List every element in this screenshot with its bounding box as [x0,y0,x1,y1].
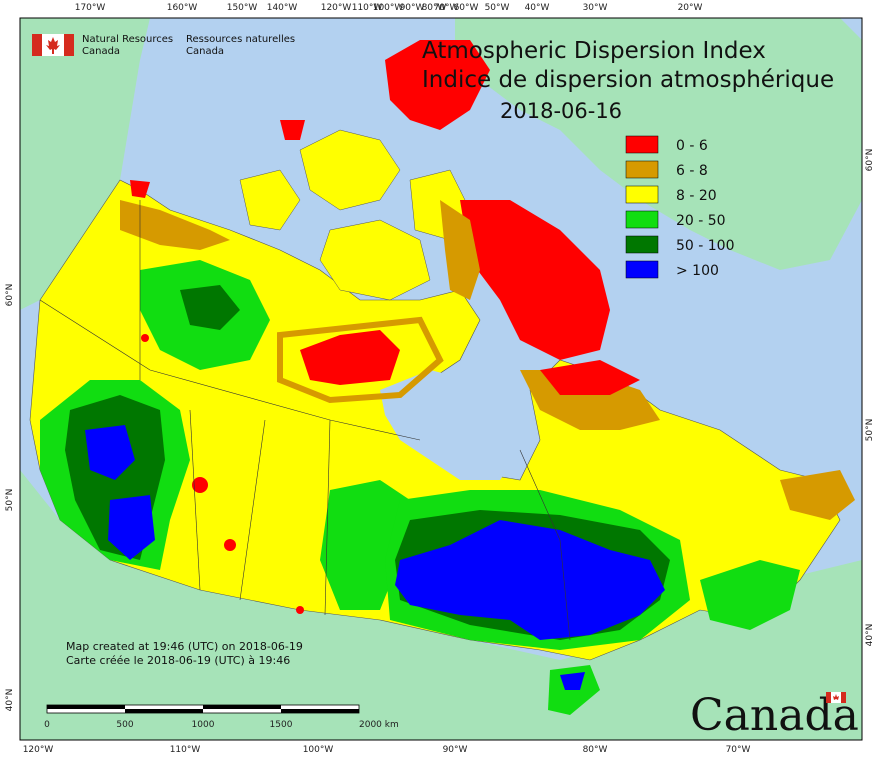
tick-label: 70°W [726,745,751,755]
scale-label: 0 [44,720,50,730]
tick-label: 80°W [583,745,608,755]
tick-label: 70°W [434,3,459,13]
legend-swatch [625,235,659,254]
wordmark-flag-icon [826,692,846,703]
top-axis: 170°W 160°W 150°W 140°W 120°W 110°W 100°… [75,3,703,13]
tick-label: 100°W [373,3,404,13]
dispersion-0-6-region [460,200,610,360]
hudson-bay [380,370,520,480]
province-borders [39,200,571,641]
tick-label: 110°W [352,3,383,13]
scale-bar: 0 500 1000 1500 2000 km [44,704,399,730]
legend-label: 20 - 50 [676,213,726,229]
agency-name-fr: Ressources naturelles [186,34,295,45]
tick-label: 50°W [485,3,510,13]
dispersion-6-8-ring [277,316,444,404]
tick-label: 90°W [443,745,468,755]
tick-label: 160°W [167,3,198,13]
dispersion-0-6-region [385,40,490,130]
alaska [20,18,150,310]
agency-name-en: Natural Resources [82,34,173,45]
bottom-axis: 120°W 110°W 100°W 90°W 80°W 70°W [23,745,751,755]
map-title-en: Atmospheric Dispersion Index [422,38,766,64]
legend-label: > 100 [676,263,719,279]
dispersion-50-100-region [180,285,240,330]
tick-label: 150°W [227,3,258,13]
dispersion-0-6-region [280,120,305,140]
tick-label: 20°W [678,3,703,13]
legend-swatch [625,160,659,179]
map-title-fr: Indice de dispersion atmosphérique [422,67,834,93]
credit-fr: Carte créée le 2018-06-19 (UTC) à 19:46 [66,654,290,667]
scale-label: 1500 [270,720,293,730]
dispersion-0-6-region [540,360,640,395]
dispersion-6-8-region [780,470,855,520]
tick-label: 40°W [525,3,550,13]
tick-label: 50°N [5,489,15,512]
legend-swatch [625,210,659,229]
left-axis: 60°N 50°N 40°N [5,284,15,712]
tick-label: 60°W [454,3,479,13]
dispersion-0-6-region [300,330,400,385]
tick-label: 40°N [865,624,875,647]
arctic-island [299,129,401,211]
tick-label: 40°N [5,689,15,712]
scale-label: 500 [116,720,133,730]
right-axis: 60°N 50°N 40°N [865,149,875,647]
tick-label: 110°W [170,745,201,755]
agency-signature: Natural Resources Canada Ressources natu… [32,34,295,57]
tick-label: 60°N [5,284,15,307]
scale-label: 2000 km [359,720,399,730]
arctic-island [239,169,301,231]
tick-label: 90°W [400,3,425,13]
dispersion-6-8-region [120,200,230,250]
dispersion-6-8-region [440,200,480,300]
united-states [20,470,862,740]
agency-name-fr-2: Canada [186,46,224,57]
legend-label: 0 - 6 [676,138,708,154]
dispersion-0-6-spot [224,539,236,551]
tick-label: 120°W [321,3,352,13]
dispersion-over-100-region [108,495,155,560]
tick-label: 60°N [865,149,875,172]
tick-label: 120°W [23,745,54,755]
canada-wordmark: Canada [690,690,859,741]
tick-label: 50°N [865,419,875,442]
dispersion-over-100-region [85,425,135,480]
tick-label: 140°W [267,3,298,13]
map-border [19,17,863,741]
legend-swatch [625,135,659,154]
dispersion-over-100-region [560,672,585,690]
legend: 0 - 6 6 - 8 8 - 20 20 - 50 50 - 100 > 10… [625,135,735,279]
tick-label: 100°W [303,745,334,755]
legend-swatch [625,185,659,204]
greenland [455,18,862,270]
tick-label: 170°W [75,3,106,13]
legend-label: 6 - 8 [676,163,708,179]
dispersion-0-6-spot [141,334,149,342]
canada-flag-icon [32,34,74,56]
legend-label: 50 - 100 [676,238,735,254]
legend-swatch [625,260,659,279]
scale-label: 1000 [192,720,215,730]
map-date: 2018-06-16 [500,99,622,123]
tick-label: 30°W [583,3,608,13]
legend-label: 8 - 20 [676,188,717,204]
dispersion-0-6-region [130,180,150,198]
dispersion-0-6-spot [192,477,208,493]
tick-label: 80°W [422,3,447,13]
dispersion-20-50-region [700,560,800,630]
credit-en: Map created at 19:46 (UTC) on 2018-06-19 [66,640,303,653]
arctic-island [319,219,431,301]
dispersion-over-100-region [395,520,665,640]
dispersion-0-6-spot [296,606,304,614]
agency-name-en-2: Canada [82,46,120,57]
